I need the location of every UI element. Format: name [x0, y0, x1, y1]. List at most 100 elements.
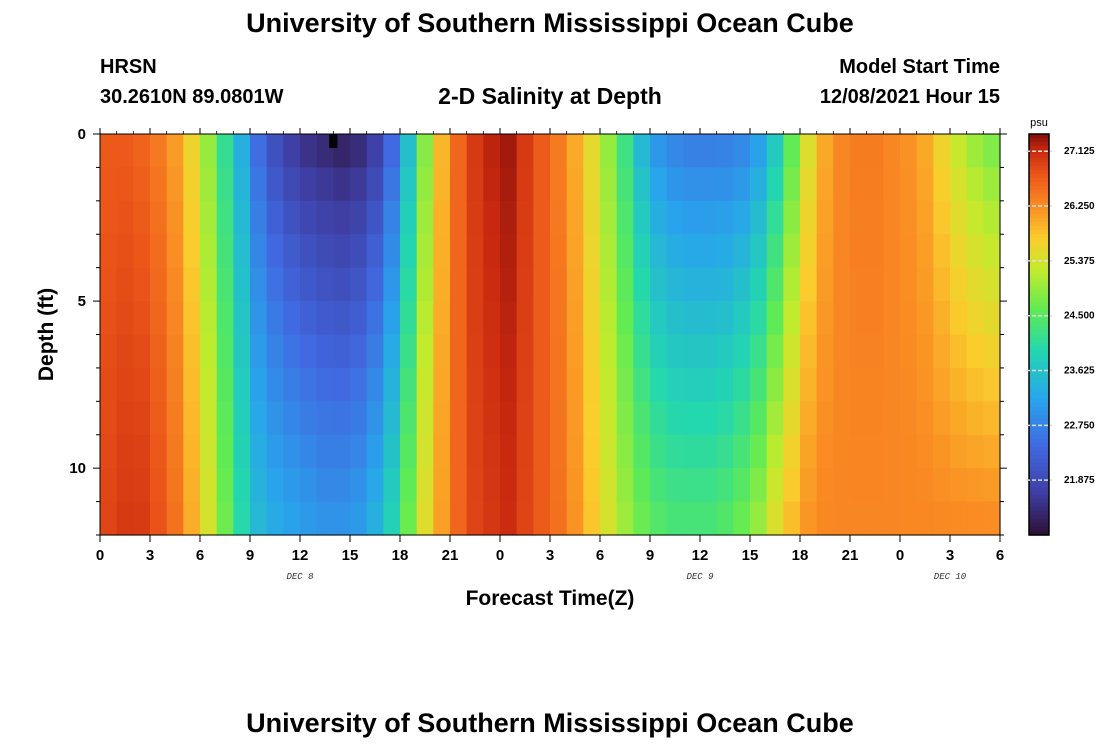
heatmap-cell	[350, 367, 368, 402]
colorbar-segment	[1029, 418, 1049, 424]
heatmap-cell	[100, 434, 118, 469]
heatmap-cell	[800, 468, 818, 503]
heatmap-cell	[150, 434, 168, 469]
heatmap-cell	[900, 200, 918, 235]
heatmap-cell	[733, 234, 751, 269]
colorbar-segment	[1029, 274, 1049, 279]
model-start-label: Model Start Time	[839, 56, 1000, 78]
heatmap-cell	[866, 367, 884, 402]
heatmap-cell	[783, 200, 801, 235]
chart-title: 2-D Salinity at Depth	[438, 83, 662, 109]
heatmap-cell	[683, 434, 701, 469]
heatmap-cell	[266, 401, 284, 436]
heatmap-cell	[716, 401, 734, 436]
heatmap-cell	[466, 200, 484, 235]
heatmap-cell	[850, 334, 868, 369]
heatmap-cell	[700, 434, 718, 469]
colorbar-segment	[1029, 286, 1049, 291]
heatmap-cell	[400, 334, 418, 369]
heatmap-cell	[416, 200, 434, 235]
colorbar-segment	[1029, 518, 1049, 524]
heatmap-cell	[983, 367, 1001, 402]
heatmap-cell	[333, 134, 351, 169]
heatmap-cell	[200, 267, 218, 302]
heatmap-cell	[166, 367, 184, 402]
heatmap-cell	[316, 301, 334, 336]
colorbar-segment	[1029, 222, 1049, 227]
colorbar-segment	[1029, 314, 1049, 320]
heatmap-cell	[133, 200, 151, 235]
heatmap-cell	[600, 234, 618, 269]
colorbar-segment	[1029, 350, 1049, 356]
heatmap-cell	[750, 334, 768, 369]
colorbar-segment	[1029, 414, 1049, 420]
heatmap-cell	[516, 134, 534, 169]
heatmap-cell	[300, 334, 318, 369]
colorbar-segment	[1029, 402, 1049, 408]
heatmap-cell	[250, 267, 268, 302]
heatmap-cell	[866, 334, 884, 369]
colorbar-tick-label: 21.875	[1064, 475, 1095, 486]
heatmap-cell	[366, 234, 384, 269]
heatmap-cell	[116, 167, 134, 202]
heatmap-cell	[366, 167, 384, 202]
heatmap-cell	[550, 434, 568, 469]
heatmap-cell	[483, 301, 501, 336]
heatmap-cell	[266, 434, 284, 469]
heatmap-cell	[716, 367, 734, 402]
heatmap-cell	[233, 401, 251, 436]
heatmap-cell	[516, 234, 534, 269]
colorbar-segment	[1029, 266, 1049, 271]
heatmap-cell	[166, 401, 184, 436]
colorbar-segment	[1029, 170, 1049, 175]
heatmap-cell	[116, 401, 134, 436]
heatmap-cell	[366, 200, 384, 235]
heatmap-cell	[700, 468, 718, 503]
heatmap-cell	[233, 367, 251, 402]
heatmap-cell	[566, 334, 584, 369]
heatmap-cell	[683, 501, 701, 536]
heatmap-cell	[100, 134, 118, 169]
heatmap-cell	[600, 334, 618, 369]
heatmap-cell	[433, 301, 451, 336]
heatmap-cell	[933, 301, 951, 336]
heatmap-cell	[550, 501, 568, 536]
heatmap-cell	[900, 267, 918, 302]
heatmap-cell	[433, 501, 451, 536]
heatmap-cell	[133, 434, 151, 469]
heatmap-cell	[100, 401, 118, 436]
heatmap-cell	[916, 134, 934, 169]
heatmap-cell	[716, 468, 734, 503]
heatmap-cell	[166, 301, 184, 336]
colorbar-segment	[1029, 154, 1049, 159]
heatmap-cell	[950, 434, 968, 469]
heatmap-cell	[950, 501, 968, 536]
heatmap-cell	[766, 334, 784, 369]
heatmap-cell	[333, 434, 351, 469]
heatmap-cell	[233, 468, 251, 503]
heatmap-cell	[550, 468, 568, 503]
colorbar-segment	[1029, 450, 1049, 456]
heatmap-cell	[300, 468, 318, 503]
heatmap-cell	[550, 134, 568, 169]
heatmap-cell	[600, 401, 618, 436]
heatmap-cell	[700, 167, 718, 202]
heatmap-cell	[466, 401, 484, 436]
colorbar-segment	[1029, 358, 1049, 364]
heatmap-cell	[983, 134, 1001, 169]
heatmap-cell	[366, 367, 384, 402]
heatmap-cell	[400, 301, 418, 336]
heatmap-cell	[916, 334, 934, 369]
heatmap-cell	[850, 401, 868, 436]
heatmap-cell	[116, 501, 134, 536]
x-tick-label: 21	[842, 547, 859, 564]
heatmap-cell	[266, 234, 284, 269]
heatmap-cell	[850, 434, 868, 469]
heatmap-cell	[683, 267, 701, 302]
heatmap-cell	[200, 434, 218, 469]
heatmap-cell	[450, 167, 468, 202]
heatmap-cell	[566, 167, 584, 202]
heatmap-cell	[200, 367, 218, 402]
heatmap-cell	[416, 234, 434, 269]
